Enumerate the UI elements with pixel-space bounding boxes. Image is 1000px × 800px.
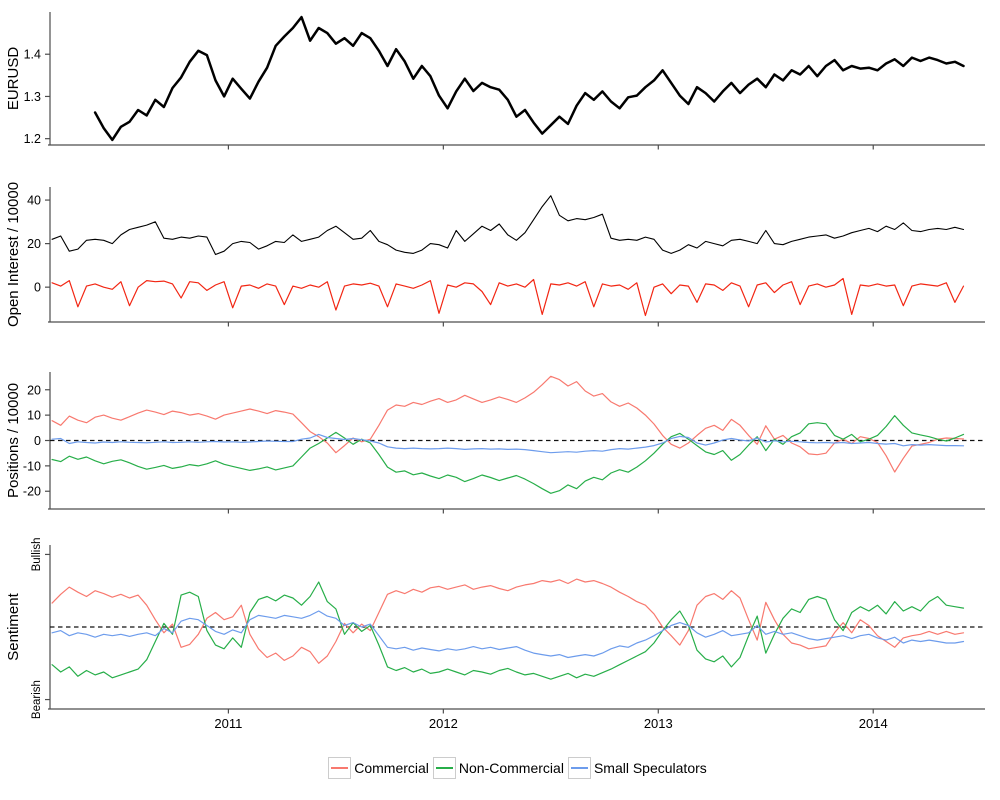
legend-label: Commercial	[354, 760, 429, 776]
x-tick-label: 2011	[214, 716, 242, 731]
series-small-speculators	[51, 610, 965, 659]
legend-label: Small Speculators	[593, 760, 707, 776]
series-non-commercial	[51, 415, 965, 494]
y-tick-label: 0	[34, 434, 41, 448]
series-open-interest	[51, 195, 965, 256]
y-tick-label: 1.4	[24, 48, 41, 62]
y-tick-label: 20	[27, 237, 41, 251]
y-tick-label: 10	[27, 409, 41, 423]
legend-swatch	[328, 757, 352, 779]
y-tick-label: 1.3	[24, 90, 41, 104]
y-tick-label: -10	[23, 459, 41, 473]
y-tick-label: 40	[27, 194, 41, 208]
y-axis-title: Sentiment	[5, 592, 22, 660]
y-tick-label: 1.2	[24, 132, 41, 146]
legend: Commercial Non-Commercial Small Speculat…	[35, 748, 1000, 788]
legend-item-commercial: Commercial	[328, 757, 429, 779]
series-commercial	[51, 375, 965, 473]
y-axis-title: EURUSD	[5, 47, 22, 111]
series-change-in-open-interest	[51, 277, 965, 317]
legend-swatch	[567, 757, 591, 779]
y-axis-title: Positions / 10000	[5, 383, 22, 498]
series-non-commercial	[51, 581, 965, 680]
y-tick-label: 20	[27, 383, 41, 397]
y-axis-title: Open Interest / 10000	[5, 182, 22, 327]
x-tick-label: 2014	[859, 716, 888, 731]
y-tick-label: Bearish	[31, 680, 43, 719]
small-speculators-line-icon	[570, 767, 588, 769]
series-small-speculators	[51, 433, 965, 454]
y-tick-label: -20	[23, 485, 41, 499]
x-tick-label: 2013	[644, 716, 673, 731]
y-tick-label: Bullish	[31, 537, 43, 571]
y-tick-label: 0	[34, 281, 41, 295]
legend-swatch	[432, 757, 456, 779]
legend-item-non-commercial: Non-Commercial	[432, 757, 564, 779]
non-commercial-line-icon	[435, 767, 453, 769]
series-eurusd	[93, 15, 965, 142]
series-commercial	[51, 578, 965, 664]
commercial-line-icon	[331, 767, 349, 769]
x-tick-label: 2012	[429, 716, 458, 731]
legend-label: Non-Commercial	[458, 760, 564, 776]
legend-item-small-speculators: Small Speculators	[567, 757, 707, 779]
